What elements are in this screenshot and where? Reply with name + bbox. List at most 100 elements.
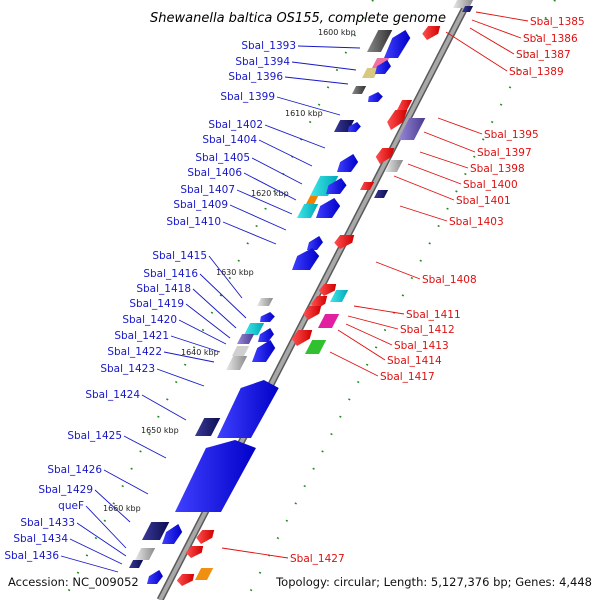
gene-label-left[interactable]: Sbal_1418	[136, 283, 191, 295]
gene-label-left[interactable]: Sbal_1396	[228, 71, 283, 83]
gene-label-right[interactable]: Sbal_1412	[400, 324, 455, 336]
gene-feature[interactable]	[462, 6, 474, 12]
gene-feature[interactable]	[237, 334, 255, 344]
gene-arrow-forward[interactable]	[260, 312, 275, 322]
gene-arrow-reverse[interactable]	[422, 26, 441, 40]
gene-feature[interactable]	[129, 560, 144, 568]
gene-label-left[interactable]: Sbal_1394	[235, 56, 290, 68]
right-gene-labels: Sbal_1385 Sbal_1386 Sbal_1387 Sbal_1389 …	[290, 16, 585, 565]
gene-label-left[interactable]: Sbal_1433	[20, 517, 75, 529]
gene-feature[interactable]	[305, 196, 319, 206]
gene-feature[interactable]	[244, 323, 265, 335]
gene-label-left[interactable]: Sbal_1399	[220, 91, 275, 103]
gene-arrow-reverse[interactable]	[303, 306, 322, 320]
gene-feature[interactable]	[385, 160, 404, 172]
gene-label-left[interactable]: Sbal_1423	[100, 363, 155, 375]
topology-text: Topology: circular; Length: 5,127,376 bp…	[275, 575, 592, 589]
gene-feature[interactable]	[135, 548, 156, 560]
gene-arrow-forward[interactable]	[258, 328, 274, 342]
gene-arrow-reverse[interactable]	[291, 330, 313, 346]
gene-feature[interactable]	[257, 298, 274, 306]
gene-arrow-forward[interactable]	[217, 380, 279, 438]
gene-feature[interactable]	[397, 100, 413, 110]
gene-arrow-reverse[interactable]	[176, 574, 195, 586]
gene-arrow-forward[interactable]	[368, 92, 383, 102]
gene-label-left[interactable]: Sbal_1405	[195, 152, 250, 164]
gene-arrow-reverse[interactable]	[318, 284, 337, 296]
gene-arrow-forward[interactable]	[175, 440, 256, 512]
gene-label-right[interactable]: Sbal_1427	[290, 553, 345, 565]
gene-arrow-forward[interactable]	[337, 154, 359, 172]
gene-label-right[interactable]: Sbal_1417	[380, 371, 435, 383]
gene-label-left[interactable]: Sbal_1436	[4, 550, 59, 562]
gene-arrow-forward[interactable]	[384, 30, 411, 58]
gene-label-left[interactable]: Sbal_1420	[122, 314, 177, 326]
gene-label-right[interactable]: Sbal_1398	[470, 163, 525, 175]
gene-label-left[interactable]: Sbal_1421	[114, 330, 169, 342]
gene-label-left[interactable]: Sbal_1415	[152, 250, 207, 262]
leader-line	[393, 175, 455, 201]
gene-feature[interactable]	[352, 86, 367, 94]
gene-arrow-forward[interactable]	[316, 198, 341, 218]
gene-feature[interactable]	[226, 356, 248, 370]
gene-label-right[interactable]: Sbal_1386	[523, 33, 578, 45]
gene-feature[interactable]	[374, 190, 389, 198]
gene-arrow-forward[interactable]	[375, 60, 391, 74]
gene-label-right[interactable]: Sbal_1411	[406, 309, 461, 321]
gene-arrow-forward[interactable]	[147, 570, 163, 584]
gene-label-left[interactable]: Sbal_1409	[173, 199, 228, 211]
gene-label-right[interactable]: Sbal_1403	[449, 216, 504, 228]
gene-feature[interactable]	[297, 204, 319, 218]
leader-line	[437, 117, 483, 135]
gene-label-left[interactable]: Sbal_1429	[38, 484, 93, 496]
gene-label-left[interactable]: Sbal_1410	[166, 216, 221, 228]
gene-label-right[interactable]: Sbal_1387	[516, 49, 571, 61]
gene-feature[interactable]	[142, 522, 170, 540]
gene-label-left[interactable]: queF	[58, 500, 84, 512]
gene-arrow-forward[interactable]	[252, 340, 276, 362]
gene-arrow-reverse[interactable]	[196, 530, 215, 544]
gene-feature[interactable]	[305, 340, 327, 354]
leader-line	[94, 489, 131, 523]
gene-feature[interactable]	[310, 176, 339, 196]
gene-label-left[interactable]: Sbal_1434	[13, 533, 68, 545]
gene-label-left[interactable]: Sbal_1393	[241, 40, 296, 52]
gene-arrow-reverse[interactable]	[375, 148, 395, 164]
gene-arrow-forward[interactable]	[326, 178, 347, 194]
gene-label-left[interactable]: Sbal_1422	[107, 346, 162, 358]
gene-feature[interactable]	[362, 68, 380, 78]
gene-label-right[interactable]: Sbal_1397	[477, 147, 532, 159]
gene-feature[interactable]	[367, 30, 393, 52]
gene-label-left[interactable]: Sbal_1424	[85, 389, 140, 401]
gene-label-left[interactable]: Sbal_1416	[143, 268, 198, 280]
gene-arrow-forward[interactable]	[307, 236, 323, 250]
gene-feature[interactable]	[195, 418, 221, 436]
gene-feature[interactable]	[330, 290, 349, 302]
gene-label-right[interactable]: Sbal_1400	[463, 179, 518, 191]
gene-label-right[interactable]: Sbal_1413	[394, 340, 449, 352]
gene-label-right[interactable]: Sbal_1414	[387, 355, 442, 367]
gene-arrow-forward[interactable]	[162, 524, 183, 544]
gene-label-left[interactable]: Sbal_1404	[202, 134, 257, 146]
gene-feature[interactable]	[398, 118, 426, 140]
gene-label-right[interactable]: Sbal_1395	[484, 129, 539, 141]
gene-feature[interactable]	[360, 182, 375, 190]
gene-arrow-forward[interactable]	[292, 248, 320, 270]
gene-label-left[interactable]: Sbal_1426	[47, 464, 102, 476]
gene-label-left[interactable]: Sbal_1425	[67, 430, 122, 442]
gene-arrow-reverse[interactable]	[387, 110, 408, 130]
gene-arrow-reverse[interactable]	[185, 546, 204, 558]
gene-label-left[interactable]: Sbal_1402	[208, 119, 263, 131]
gene-label-right[interactable]: Sbal_1385	[530, 16, 585, 28]
gene-arrow-reverse[interactable]	[334, 235, 355, 249]
gene-feature[interactable]	[318, 314, 340, 328]
gene-label-right[interactable]: Sbal_1408	[422, 274, 477, 286]
gene-label-right[interactable]: Sbal_1389	[509, 66, 564, 78]
gene-label-right[interactable]: Sbal_1401	[456, 195, 511, 207]
gene-arrow-forward[interactable]	[348, 122, 361, 132]
gene-feature[interactable]	[232, 346, 250, 356]
gene-label-left[interactable]: Sbal_1406	[187, 167, 242, 179]
gene-feature[interactable]	[195, 568, 214, 580]
gene-label-left[interactable]: Sbal_1419	[129, 298, 184, 310]
gene-label-left[interactable]: Sbal_1407	[180, 184, 235, 196]
